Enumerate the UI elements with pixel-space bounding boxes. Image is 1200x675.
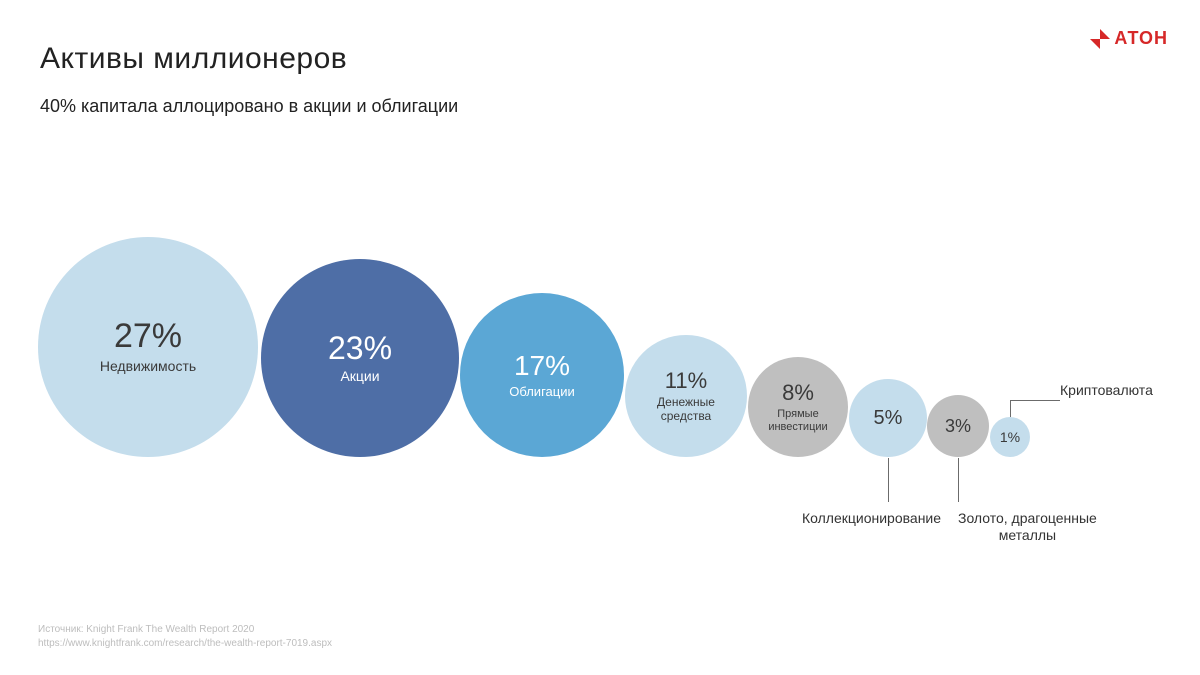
source-attribution: Источник: Knight Frank The Wealth Report… [38, 623, 332, 651]
bubble-label: Денежныесредства [657, 396, 715, 422]
brand-logo-text: АТОН [1114, 28, 1168, 49]
bubble-percent: 17% [514, 351, 570, 380]
leader-line [888, 458, 889, 502]
bubble-2: 17% Облигации [460, 293, 624, 457]
bubble-0: 27% Недвижимость [38, 237, 258, 457]
leader-line [1010, 400, 1060, 401]
leader-line [958, 458, 959, 502]
external-label-0: Коллекционирование [802, 510, 941, 527]
bubble-percent: 27% [114, 319, 182, 355]
bubble-percent: 5% [874, 408, 903, 429]
external-label-2: Криптовалюта [1060, 382, 1153, 399]
source-line-2: https://www.knightfrank.com/research/the… [38, 637, 332, 651]
bubble-6: 3% [927, 395, 989, 457]
leader-line [1010, 400, 1011, 417]
bubble-5: 5% [849, 379, 927, 457]
brand-logo-icon [1090, 29, 1110, 49]
bubble-3: 11% Денежныесредства [625, 335, 747, 457]
bubble-percent: 11% [665, 369, 707, 392]
bubble-label: Облигации [509, 385, 574, 399]
bubble-1: 23% Акции [261, 259, 459, 457]
bubble-7: 1% [990, 417, 1030, 457]
bubble-percent: 8% [782, 381, 814, 404]
bubble-percent: 1% [1000, 430, 1020, 445]
bubble-label: Прямыеинвестиции [768, 408, 827, 432]
brand-logo: АТОН [1090, 28, 1168, 49]
source-line-1: Источник: Knight Frank The Wealth Report… [38, 623, 332, 637]
bubble-4: 8% Прямыеинвестиции [748, 357, 848, 457]
external-label-1: Золото, драгоценныеметаллы [958, 510, 1097, 544]
page-subtitle: 40% капитала аллоцировано в акции и обли… [40, 96, 458, 117]
bubble-label: Недвижимость [100, 359, 196, 374]
bubble-percent: 3% [945, 417, 971, 436]
page-title: Активы миллионеров [40, 42, 347, 76]
bubble-label: Акции [340, 369, 379, 384]
bubble-percent: 23% [328, 332, 392, 366]
slide: АТОН Активы миллионеров 40% капитала алл… [0, 0, 1200, 675]
